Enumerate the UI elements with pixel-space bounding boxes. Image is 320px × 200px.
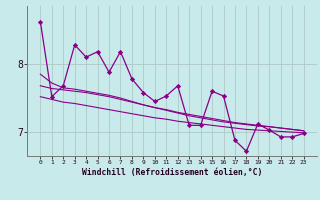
X-axis label: Windchill (Refroidissement éolien,°C): Windchill (Refroidissement éolien,°C) [82, 168, 262, 177]
